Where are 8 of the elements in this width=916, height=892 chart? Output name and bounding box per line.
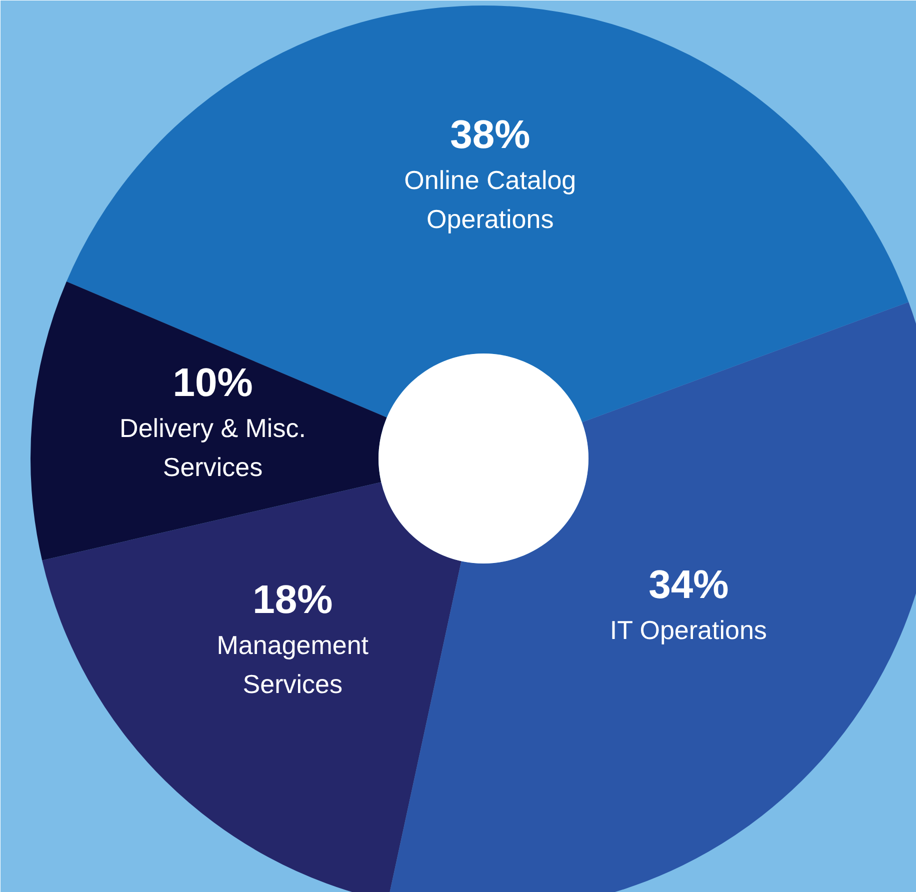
data-label: 18%: [252, 578, 333, 622]
slice-label: Management Services: [216, 630, 370, 700]
data-label: 38%: [450, 112, 530, 157]
data-label: 10%: [172, 360, 253, 405]
data-label: 34%: [648, 562, 729, 607]
slice-label: Online Catalog Operations: [404, 164, 576, 234]
slice-label: IT Operations: [610, 614, 767, 645]
slice-label: Delivery & Misc. Services: [120, 412, 306, 482]
